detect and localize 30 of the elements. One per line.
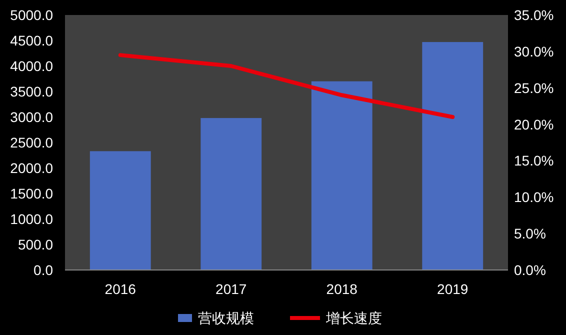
y2-tick-label: 25.0% <box>514 80 554 96</box>
bar <box>311 81 372 270</box>
y-tick-label: 3000.0 <box>10 109 54 125</box>
line-series <box>118 53 455 119</box>
x-tick-label: 2019 <box>437 281 468 297</box>
y-tick-label: 500.0 <box>18 236 54 252</box>
x-tick-label: 2018 <box>326 281 358 297</box>
x-tick-label: 2016 <box>104 281 136 297</box>
y-tick-label: 2000.0 <box>10 160 54 176</box>
legend-label: 营收规模 <box>198 310 254 326</box>
y-tick-label: 3500.0 <box>10 84 54 100</box>
y-tick-label: 1500.0 <box>10 186 54 202</box>
y-tick-label: 1000.0 <box>10 211 54 227</box>
y2-tick-label: 0.0% <box>514 262 546 278</box>
y-tick-label: 5000.0 <box>10 7 54 23</box>
y-tick-label: 2500.0 <box>10 134 54 150</box>
y2-tick-label: 35.0% <box>514 7 554 23</box>
y2-tick-label: 10.0% <box>514 189 554 206</box>
y2-tick-label: 15.0% <box>514 152 554 169</box>
y2-tick-label: 20.0% <box>514 116 554 132</box>
y2-tick-label: 30.0% <box>514 43 554 60</box>
bar <box>90 151 151 270</box>
bar <box>200 118 262 270</box>
bar <box>422 42 484 270</box>
y-tick-label: 0.0 <box>34 262 54 278</box>
y2-tick-label: 5.0% <box>514 226 546 242</box>
y-tick-label: 4500.0 <box>10 32 54 48</box>
y-tick-label: 4000.0 <box>10 58 54 74</box>
x-tick-label: 2017 <box>216 281 247 297</box>
legend-label: 增长速度 <box>325 310 382 326</box>
